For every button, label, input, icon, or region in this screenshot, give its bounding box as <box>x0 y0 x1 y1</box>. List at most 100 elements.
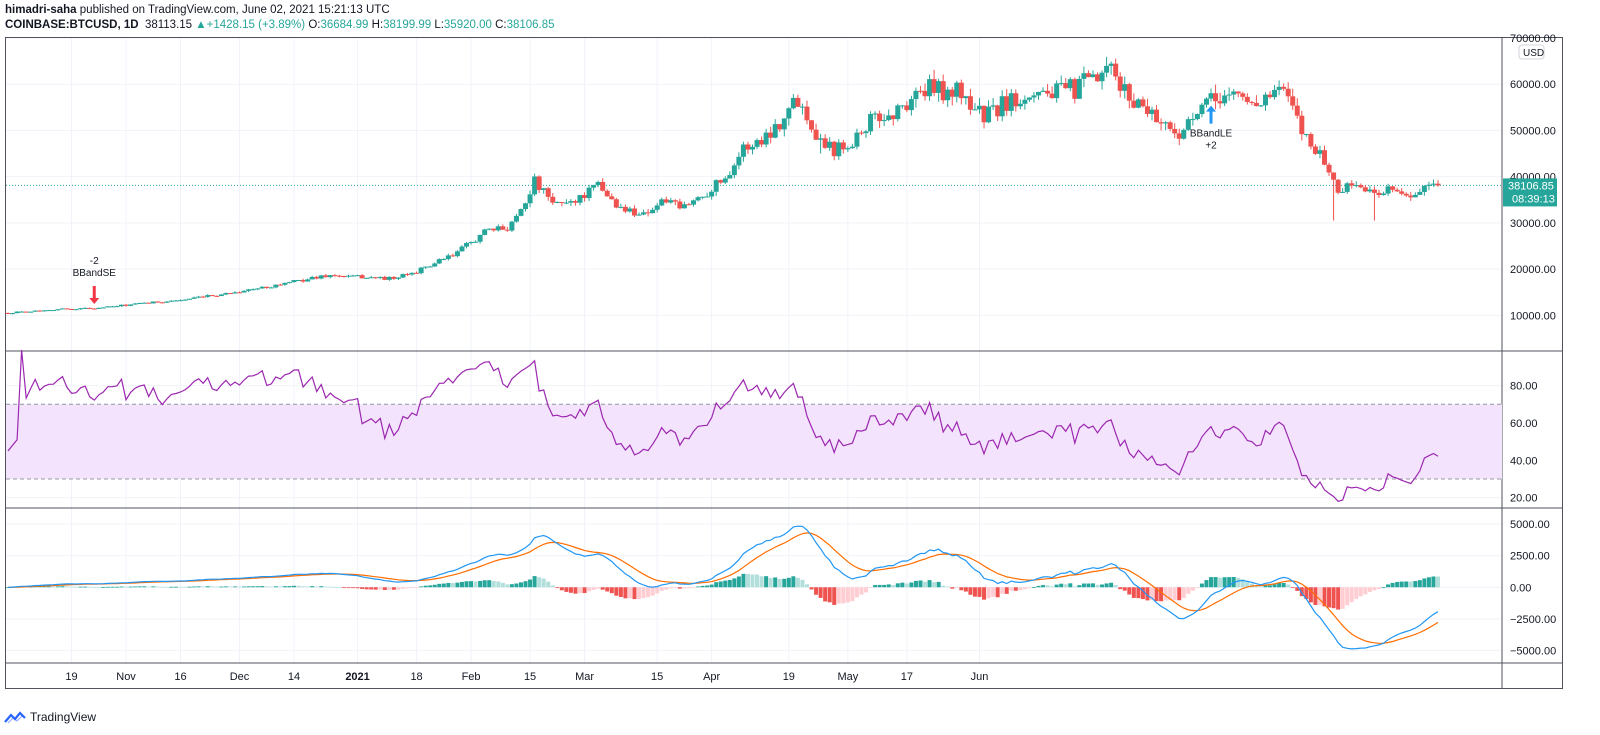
macd-histogram-bar <box>173 586 178 588</box>
macd-histogram-bar <box>886 584 891 588</box>
candle-body <box>1281 86 1287 89</box>
macd-histogram-bar <box>550 585 555 588</box>
macd-histogram-bar <box>904 583 909 588</box>
candle-body <box>1117 76 1123 91</box>
candle-body <box>759 140 765 145</box>
macd-histogram-bar <box>74 586 79 588</box>
candle-body <box>872 113 878 115</box>
macd-histogram-bar <box>1081 583 1086 588</box>
macd-histogram-bar <box>51 586 56 588</box>
candle-body <box>118 304 124 307</box>
macd-histogram-bar <box>800 579 805 588</box>
candle-body <box>1004 96 1010 111</box>
macd-histogram-bar <box>682 587 687 589</box>
macd-histogram-bar <box>1417 580 1422 588</box>
macd-histogram-bar <box>1136 587 1141 599</box>
candle-body <box>668 200 674 203</box>
time-tick-label: Dec <box>230 671 250 683</box>
macd-histogram-bar <box>518 582 523 588</box>
candle-body <box>790 97 796 109</box>
macd-histogram-bar <box>142 586 147 588</box>
candle-body <box>750 146 756 150</box>
candle-body <box>840 142 846 150</box>
candle-body <box>1276 86 1282 90</box>
time-tick-label: 19 <box>65 671 77 683</box>
macd-histogram-bar <box>727 580 732 588</box>
candle-body <box>259 286 265 289</box>
candle-body <box>868 113 874 132</box>
macd-histogram-bar <box>614 587 619 596</box>
tradingview-logo-icon <box>4 710 26 723</box>
candle-body <box>464 243 470 247</box>
rsi-tick-label: 60.00 <box>1510 418 1538 430</box>
macd-histogram-bar <box>1290 587 1295 589</box>
macd-histogram-bar <box>691 587 696 589</box>
macd-histogram-bar <box>600 587 605 590</box>
macd-histogram-bar <box>573 587 578 594</box>
rsi-tick-label: 40.00 <box>1510 455 1538 467</box>
macd-histogram-bar <box>437 583 442 588</box>
macd-histogram-bar <box>1299 587 1304 597</box>
candle-body <box>1326 164 1332 173</box>
macd-histogram-bar <box>1077 585 1082 588</box>
author-name[interactable]: himadri-saha <box>5 4 77 16</box>
low-value: 35920.00 <box>443 19 492 31</box>
brand-name[interactable]: TradingView <box>30 710 97 724</box>
macd-histogram-bar <box>1154 587 1159 602</box>
candle-body <box>1231 91 1237 95</box>
open-label: O: <box>308 19 321 31</box>
macd-histogram-bar <box>755 574 760 588</box>
macd-histogram-bar <box>1295 587 1300 591</box>
macd-histogram-bar <box>423 585 428 588</box>
candle-body <box>1217 101 1223 104</box>
macd-histogram-bar <box>732 578 737 588</box>
candle-body <box>246 289 252 291</box>
macd-histogram-bar <box>809 587 814 590</box>
macd-histogram-bar <box>836 587 841 604</box>
macd-histogram-bar <box>1322 587 1327 607</box>
macd-histogram-bar <box>596 587 601 589</box>
time-tick-label: Jun <box>971 671 989 683</box>
candle-body <box>881 120 887 122</box>
macd-histogram-bar <box>1122 587 1127 591</box>
candle-body <box>1113 63 1119 77</box>
macd-histogram-bar <box>673 587 678 589</box>
macd-histogram-bar <box>278 586 283 588</box>
macd-histogram-bar <box>664 587 669 590</box>
candle-body <box>972 109 978 111</box>
macd-histogram-bar <box>541 578 546 588</box>
macd-histogram-bar <box>432 584 437 588</box>
candle-body <box>309 276 315 280</box>
macd-histogram-bar <box>659 587 664 591</box>
macd-histogram-bar <box>251 586 256 588</box>
candle-body <box>73 309 79 311</box>
candle-body <box>255 288 261 290</box>
candle-body <box>300 280 306 282</box>
macd-histogram-bar <box>37 586 42 588</box>
macd-histogram-bar <box>709 584 714 588</box>
macd-histogram-bar <box>1209 577 1214 588</box>
macd-histogram-bar <box>1100 584 1105 588</box>
candle-body <box>645 212 651 214</box>
countdown-label: 08:39:13 <box>1512 193 1555 205</box>
macd-histogram-bar <box>1131 587 1136 598</box>
macd-histogram-bar <box>146 586 151 588</box>
candle-body <box>613 199 619 208</box>
macd-histogram-bar <box>450 583 455 588</box>
candle-body <box>409 272 415 275</box>
macd-histogram-bar <box>1240 579 1245 588</box>
candle-body <box>1126 84 1132 101</box>
candle-body <box>1194 114 1200 120</box>
macd-histogram-bar <box>242 586 247 588</box>
macd-histogram-bar <box>777 578 782 588</box>
macd-histogram-bar <box>954 587 959 589</box>
macd-histogram-bar <box>482 580 487 588</box>
candle-body <box>1390 186 1396 190</box>
candle-body <box>32 310 38 312</box>
rsi-tick-label: 20.00 <box>1510 493 1538 505</box>
last-price-text: 38113.15 <box>144 19 193 31</box>
candle-body <box>137 302 143 304</box>
candle-body <box>1226 94 1232 96</box>
marker-qty: +2 <box>1205 141 1217 152</box>
